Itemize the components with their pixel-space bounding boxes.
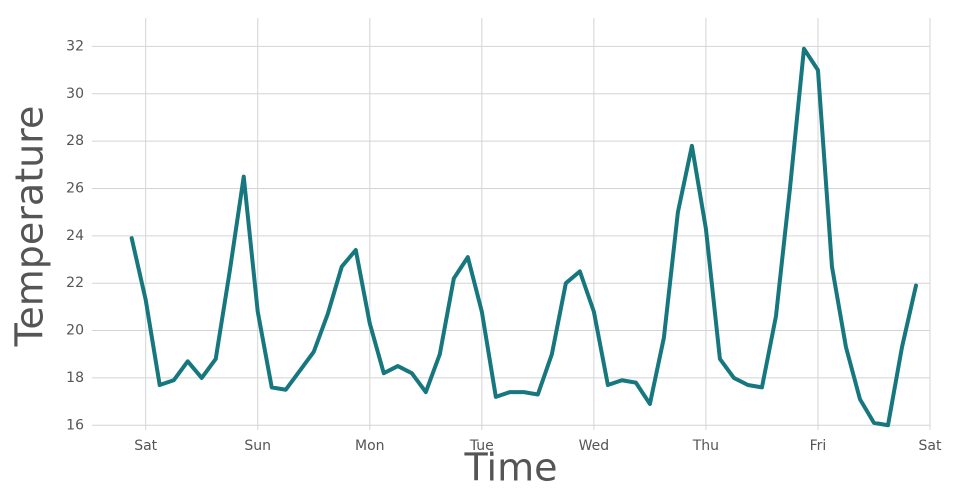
y-axis-title: Temperature (8, 106, 52, 348)
y-tick-label: 20 (66, 323, 84, 339)
x-tick-label: Wed (579, 438, 610, 454)
x-tick-label: Thu (692, 438, 719, 454)
x-tick-label: Mon (355, 438, 385, 454)
x-axis-title: Time (464, 446, 558, 490)
y-tick-label: 16 (66, 417, 84, 433)
x-tick-label: Fri (810, 438, 827, 454)
x-tick-label: Sat (919, 438, 942, 454)
y-tick-label: 30 (66, 86, 84, 102)
y-tick-label: 22 (66, 275, 84, 291)
x-tick-label: Tue (469, 438, 494, 454)
line-series (129, 46, 918, 428)
x-tick-label: Sat (134, 438, 157, 454)
y-tick-label: 24 (66, 228, 84, 244)
y-tick-label: 18 (66, 370, 84, 386)
y-tick-label: 32 (66, 38, 84, 54)
y-tick-label: 26 (66, 180, 84, 196)
y-tick-label: 28 (66, 133, 84, 149)
x-tick-label: Sun (244, 438, 271, 454)
